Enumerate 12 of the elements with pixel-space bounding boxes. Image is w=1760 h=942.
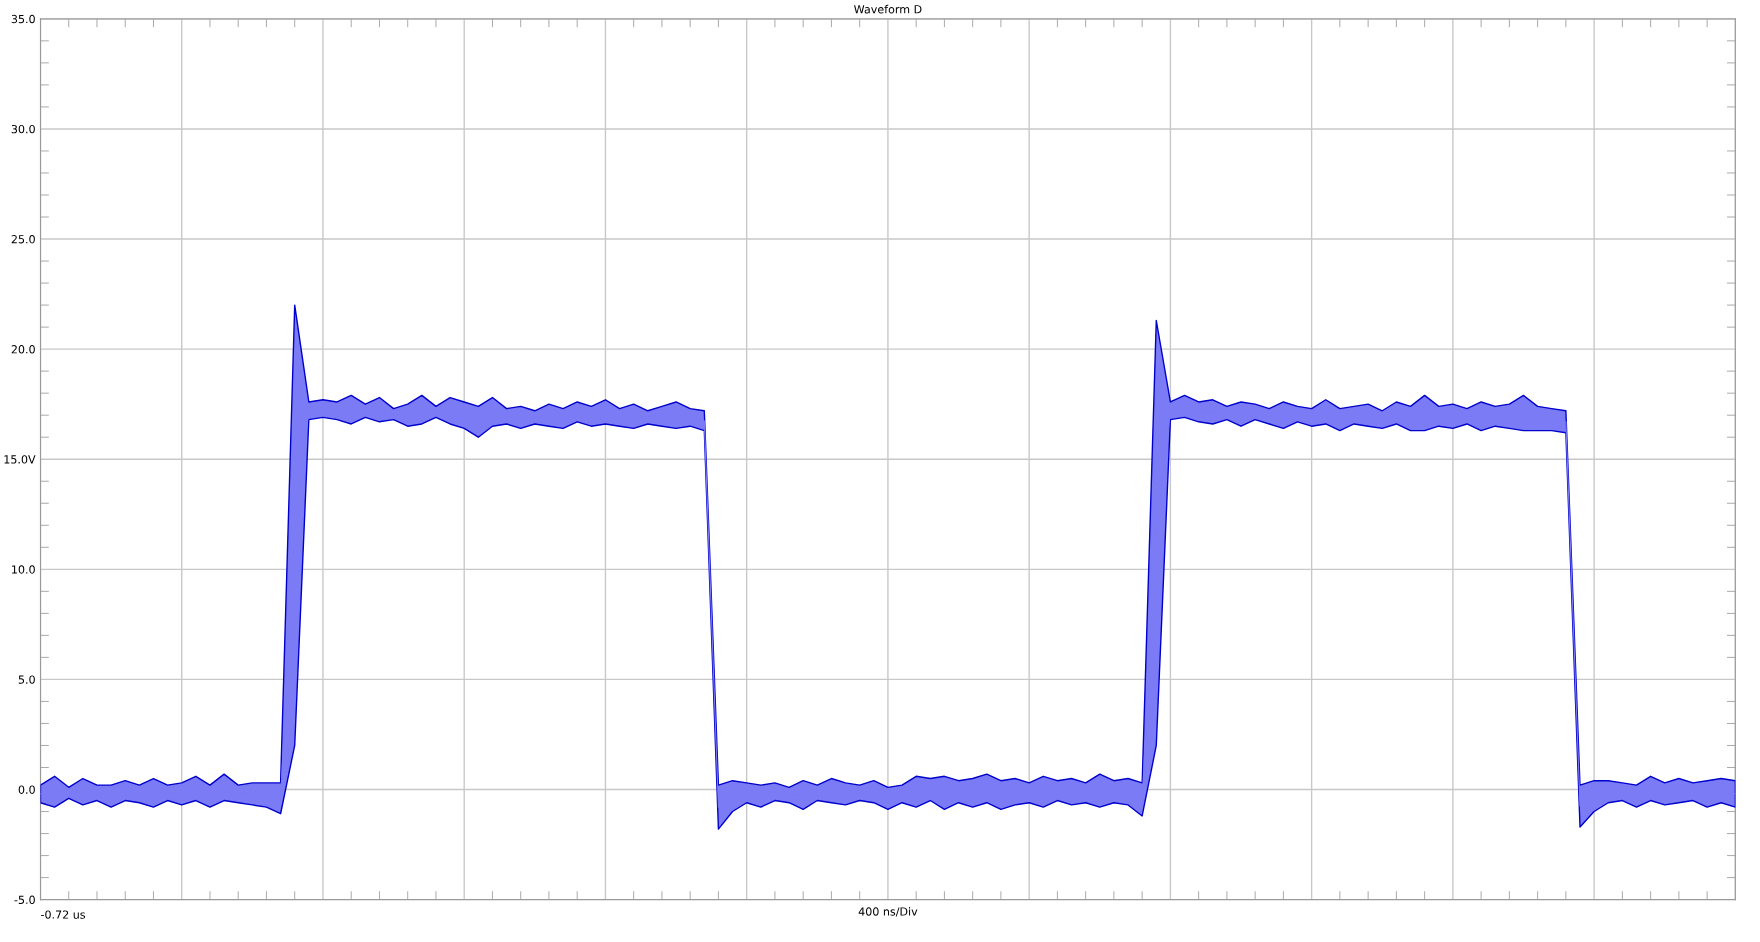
y-tick-label: 5.0: [18, 675, 35, 684]
y-tick-label: 25.0: [11, 235, 35, 244]
x-axis-title: 400 ns/Div: [858, 907, 918, 917]
y-tick-label: 15.0V: [4, 455, 36, 464]
chart-title: Waveform D: [854, 4, 922, 14]
text: -0.72 us: [41, 910, 86, 919]
y-tick-label: 30.0: [11, 124, 35, 134]
y-tick-label: -5.0: [14, 895, 35, 904]
y-tick-label: 10.0: [12, 565, 35, 574]
y-tick-label: 35.0: [11, 14, 35, 24]
y-tick-label: 20.0: [11, 345, 35, 354]
y-tick-label: 0.0: [18, 785, 35, 794]
